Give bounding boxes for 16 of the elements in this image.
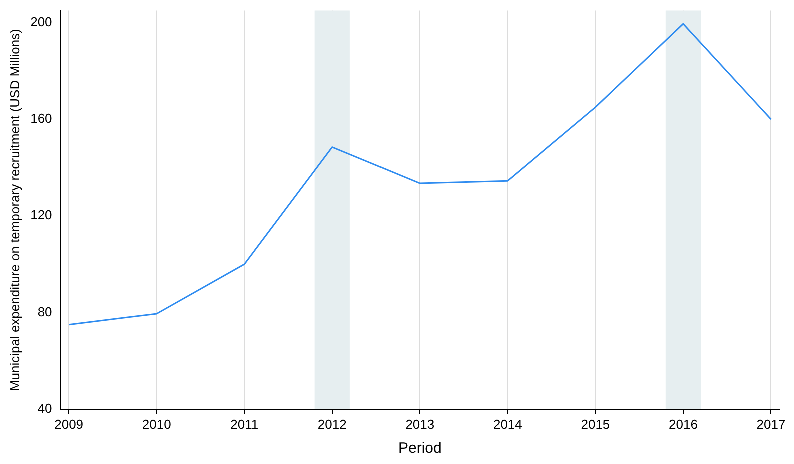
y-tick-label: 80 bbox=[38, 304, 52, 320]
y-axis-title: Municipal expenditure on temporary recruitment (USD Millions) bbox=[7, 29, 22, 392]
y-tick-label: 160 bbox=[30, 111, 52, 126]
y-tick-label: 120 bbox=[30, 208, 52, 223]
x-tick-label: 2012 bbox=[318, 416, 347, 432]
x-tick-label: 2016 bbox=[668, 416, 698, 432]
x-tick-label: 2009 bbox=[54, 416, 84, 432]
y-tick-label: 40 bbox=[38, 400, 52, 416]
x-tick-label: 2011 bbox=[230, 416, 259, 432]
x-axis-title: Period bbox=[398, 440, 442, 458]
x-tick-label: 2014 bbox=[493, 416, 522, 432]
y-tick-label: 200 bbox=[30, 14, 52, 30]
x-tick-label: 2015 bbox=[581, 416, 610, 432]
x-tick-label: 2010 bbox=[142, 416, 172, 432]
x-tick-label: 2017 bbox=[756, 416, 786, 432]
x-tick-label: 2013 bbox=[406, 416, 435, 432]
